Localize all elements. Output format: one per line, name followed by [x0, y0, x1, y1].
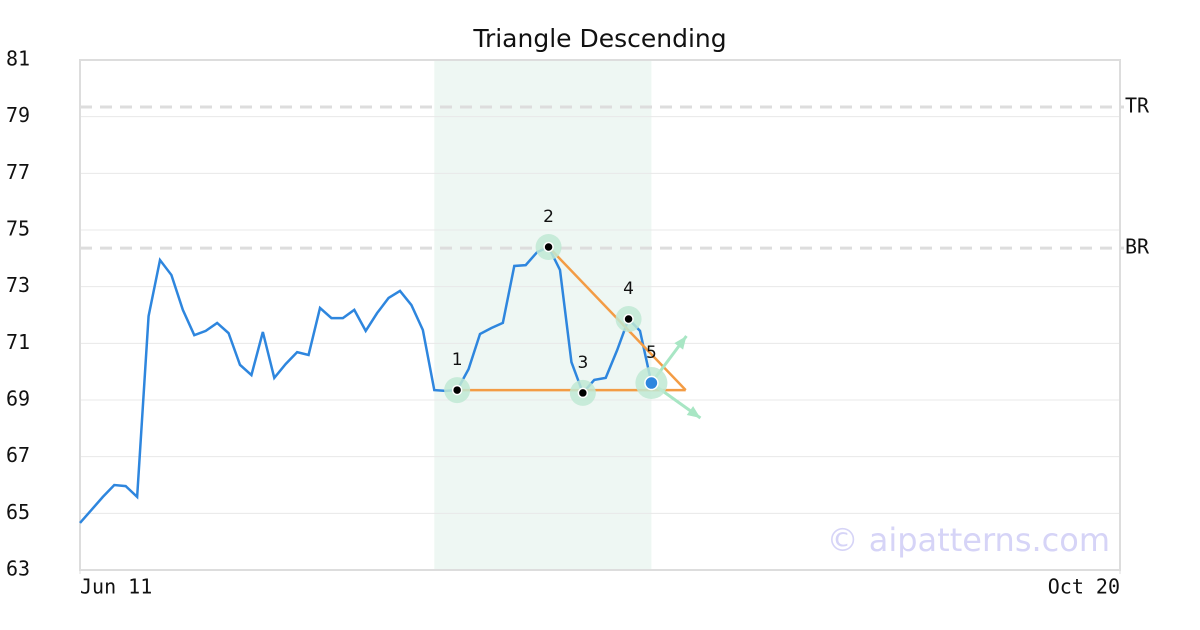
- pattern-point-label: 5: [646, 343, 657, 363]
- y-tick-label: 73: [6, 273, 30, 297]
- price-line: [79, 245, 653, 524]
- reference-label: TR: [1125, 94, 1150, 118]
- pattern-point: [623, 313, 634, 325]
- y-tick-label: 67: [6, 443, 30, 467]
- y-tick-label: 75: [6, 217, 30, 241]
- pattern-point-label: 4: [623, 279, 634, 299]
- y-tick-label: 77: [6, 160, 30, 184]
- pattern-point: [644, 375, 659, 391]
- y-tick-label: 79: [6, 103, 30, 127]
- pattern-point: [543, 241, 554, 253]
- pattern-point-label: 3: [577, 353, 588, 373]
- reference-label: BR: [1125, 235, 1150, 259]
- breakout-arrowhead: [674, 336, 687, 350]
- y-tick-label: 63: [6, 557, 30, 581]
- x-tick-label: Jun 11: [80, 575, 152, 599]
- y-tick-label: 69: [6, 387, 30, 411]
- pattern-point: [451, 384, 463, 396]
- plot-frame: [79, 59, 1121, 571]
- y-tick-label: 71: [6, 330, 30, 354]
- pattern-point-label: 2: [543, 207, 554, 227]
- breakout-arrowhead: [686, 406, 701, 418]
- pattern-point-label: 1: [452, 350, 463, 370]
- y-tick-label: 81: [6, 47, 30, 71]
- chart-title: Triangle Descending: [472, 24, 726, 53]
- x-tick-label: Oct 20: [1048, 575, 1120, 599]
- pattern-point: [577, 387, 589, 399]
- y-tick-label: 65: [6, 500, 30, 524]
- watermark: © aipatterns.com: [827, 521, 1110, 559]
